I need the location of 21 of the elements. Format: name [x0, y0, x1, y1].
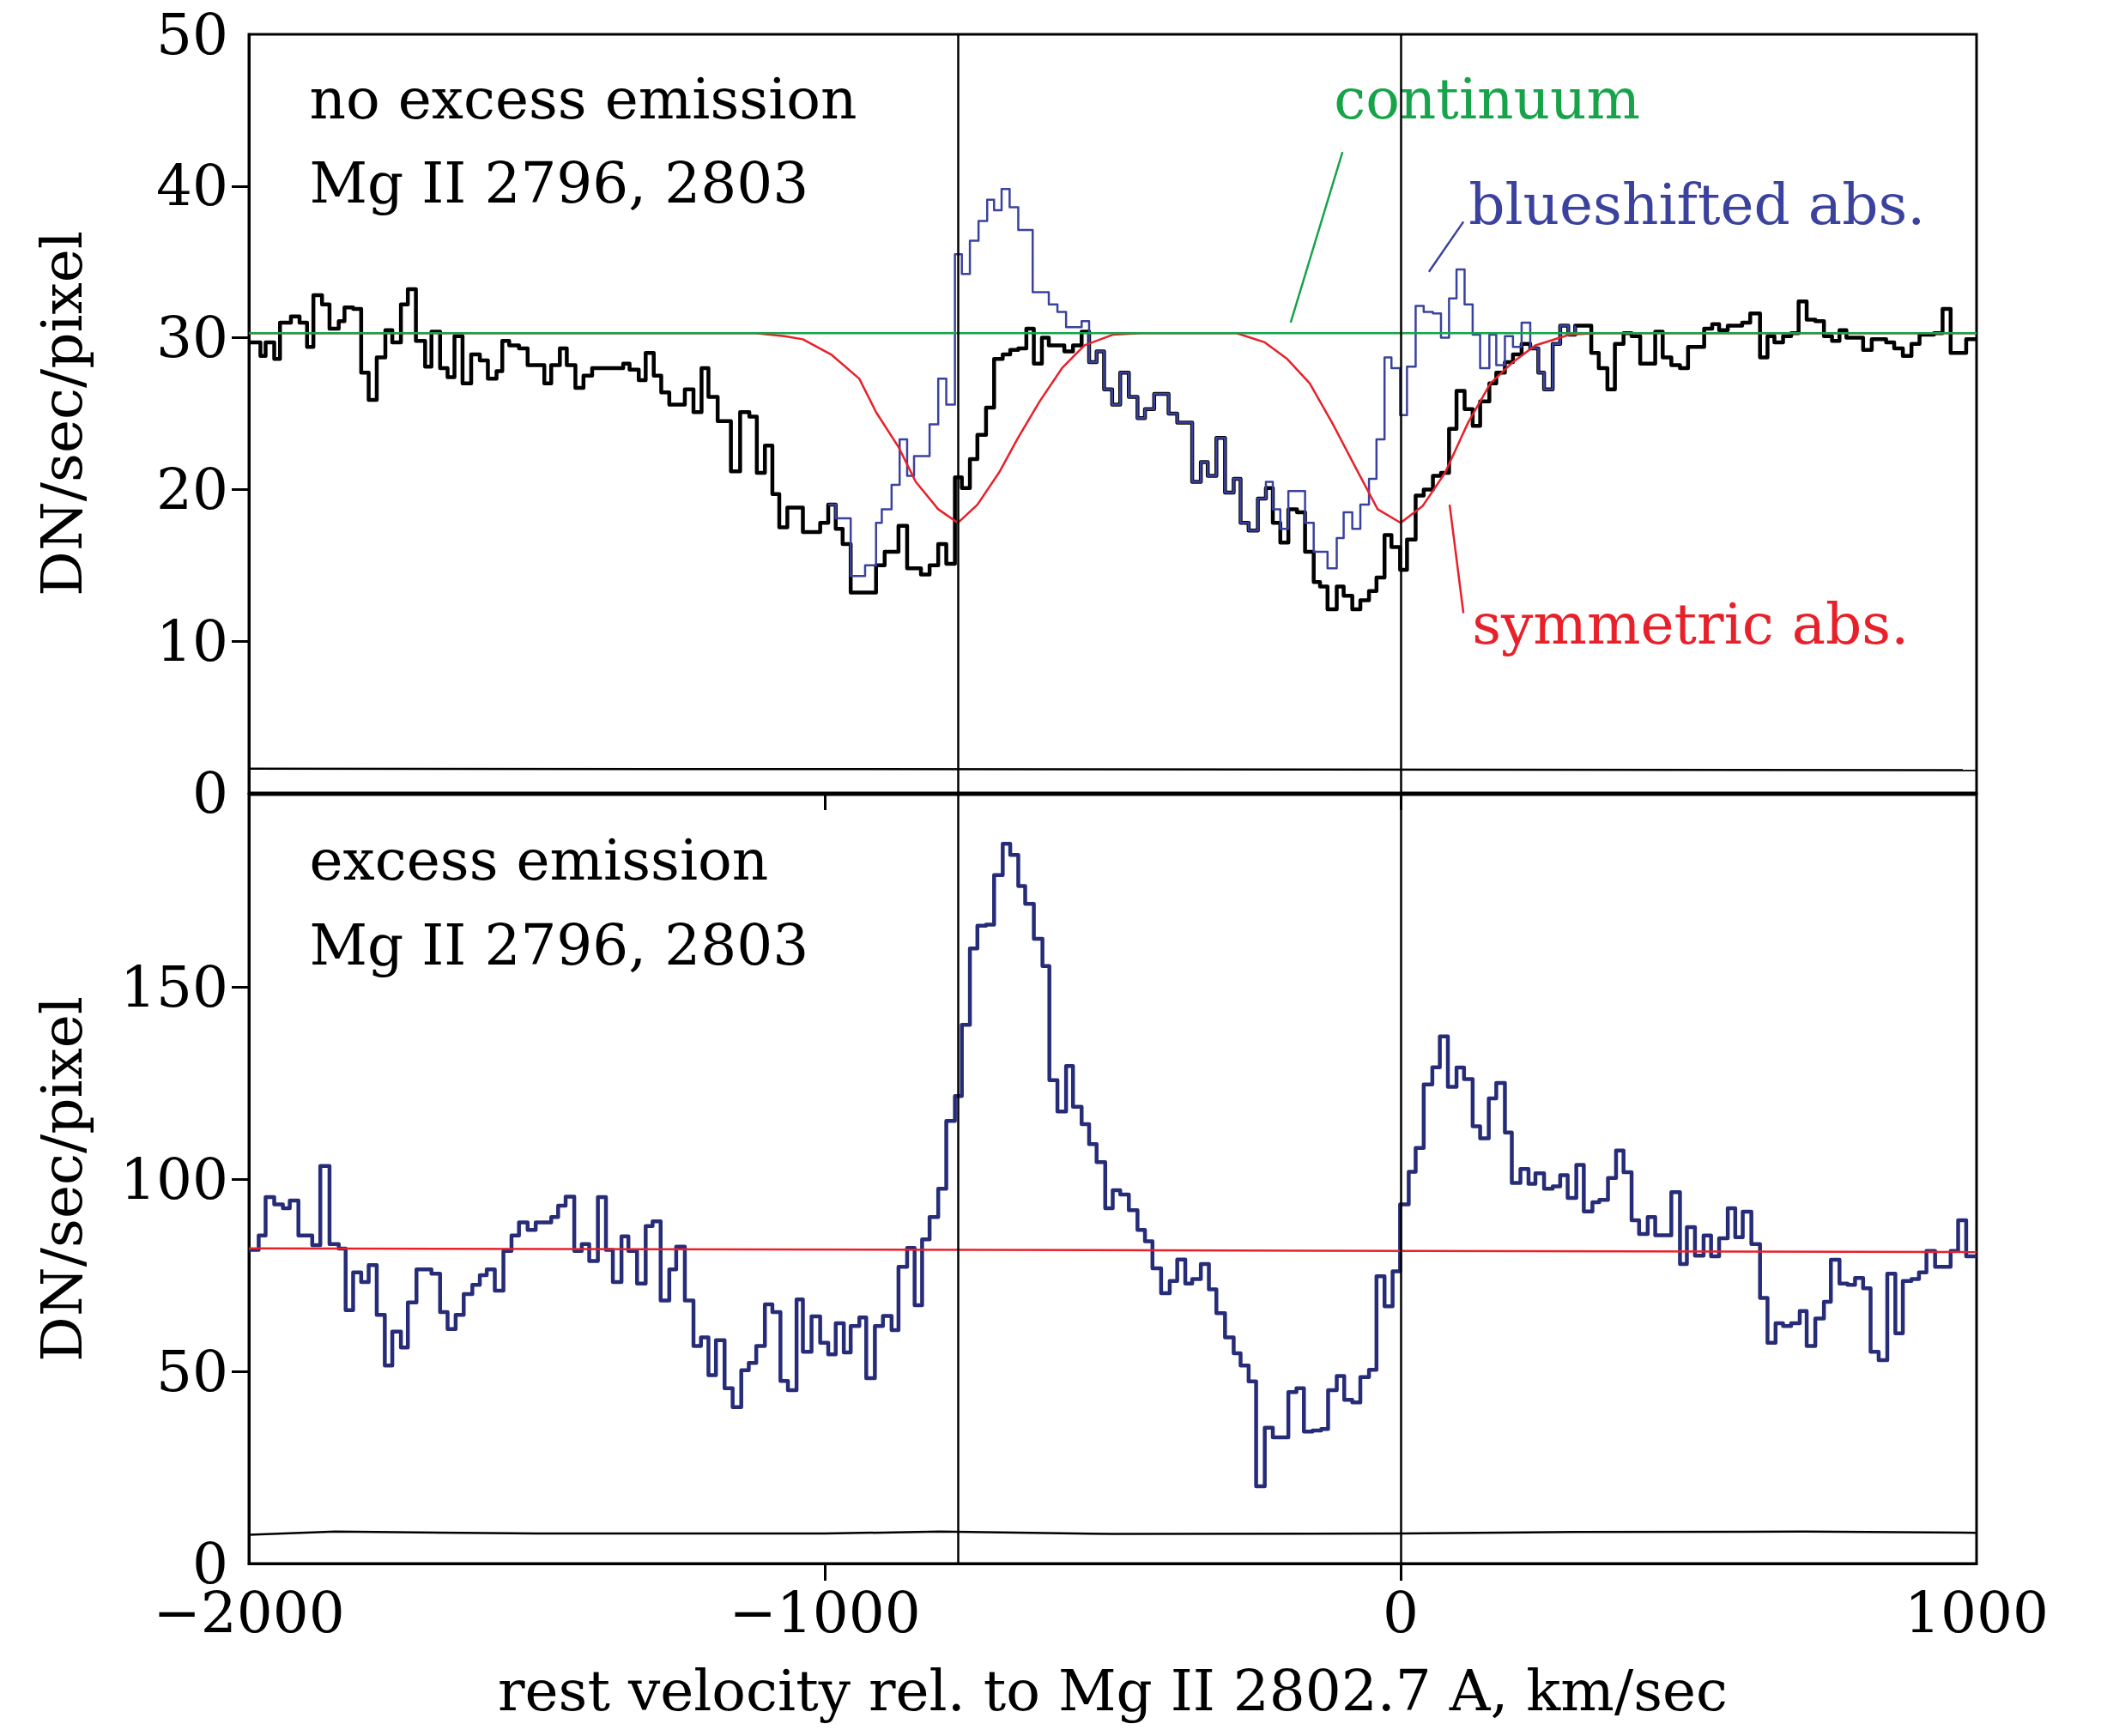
annotation: Mg II 2796, 2803: [309, 912, 809, 979]
series-label: blueshifted abs.: [1468, 172, 1926, 239]
y-tick-label: 50: [156, 1338, 228, 1405]
y-tick-label: 150: [120, 953, 228, 1020]
y-tick-label: 10: [156, 608, 228, 674]
y-tick-label: 100: [120, 1146, 228, 1213]
y-axis-title: DN/sec/pixel: [28, 231, 95, 596]
x-tick-label: 0: [1383, 1579, 1419, 1646]
y-tick-label: 30: [156, 305, 228, 372]
x-tick-label: −1000: [729, 1579, 921, 1646]
legend-label: symmetric abs.: [1472, 591, 1910, 658]
annotation: excess emission: [309, 826, 769, 893]
y-tick-label: 20: [156, 456, 228, 523]
annotation: no excess emission: [309, 65, 857, 132]
y-tick-label: 40: [156, 153, 228, 220]
y-axis-title: DN/sec/pixel: [28, 996, 95, 1362]
annotation: Mg II 2796, 2803: [309, 149, 809, 216]
y-tick-label: 50: [156, 1, 228, 68]
x-axis-title: rest velocity rel. to Mg II 2802.7 A, km/sec: [497, 1657, 1729, 1724]
x-tick-label: 1000: [1904, 1579, 2049, 1646]
y-tick-label: 0: [192, 759, 228, 826]
